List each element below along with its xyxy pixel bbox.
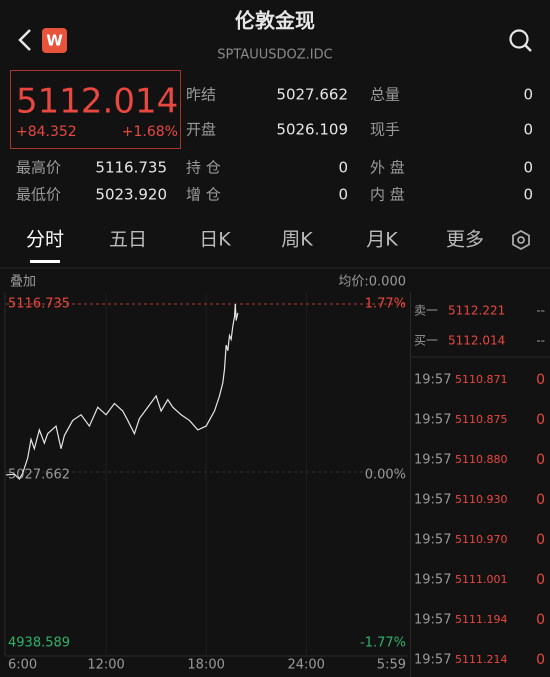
stat-value: 5026.109 — [276, 121, 348, 139]
avg-label: 均价:0.000 — [338, 275, 406, 290]
trade-volume: 0 — [536, 492, 545, 508]
settings-button[interactable] — [512, 229, 530, 251]
price-line — [5, 303, 239, 481]
stat-label: 昨结 — [186, 86, 216, 104]
x-tick-label: 6:00 — [8, 658, 37, 673]
x-tick-label: 18:00 — [187, 658, 224, 673]
quote-box — [10, 70, 181, 149]
y-tick-label: 5027.662 — [8, 468, 70, 483]
x-tick-label: 12:00 — [87, 658, 124, 673]
search-icon — [509, 29, 529, 49]
book-price: 5112.014 — [448, 334, 505, 348]
stat-value: 5116.735 — [95, 159, 167, 177]
trade-time: 19:57 — [414, 493, 451, 508]
app-icon — [42, 28, 67, 53]
stat-value: 0 — [338, 159, 348, 177]
trade-time: 19:57 — [414, 653, 451, 668]
trade-volume: 0 — [536, 452, 545, 468]
y2-tick-label: 0.00% — [365, 468, 406, 483]
trade-time: 19:57 — [414, 413, 451, 428]
trade-price: 5110.970 — [455, 533, 508, 546]
stat-label: 内 盘 — [370, 186, 405, 204]
tabs: 分时 五日 日K 周K 月K 更多 — [26, 229, 484, 263]
app-icon-text: W — [46, 32, 63, 50]
stat-value: 0 — [523, 121, 533, 139]
stat-value: 5023.920 — [95, 186, 167, 204]
trade-price: 5110.871 — [455, 373, 508, 386]
stat-value: 0 — [523, 159, 533, 177]
trade-time: 19:57 — [414, 533, 451, 548]
trade-volume: 0 — [536, 572, 545, 588]
trade-time: 19:57 — [414, 613, 451, 628]
stat-label: 总量 — [370, 86, 400, 104]
trade-volume: 0 — [536, 372, 545, 388]
stat-label: 增 仓 — [186, 186, 221, 204]
tab[interactable]: 分时 — [26, 229, 64, 251]
trade-price: 5110.875 — [455, 413, 508, 426]
book-label: 卖一 — [414, 304, 438, 318]
title: 伦敦金现 — [235, 9, 315, 33]
stats: 昨结 5027.662 总量 0 开盘 5026.109 现手 0 最高价 5116.735 持 仓… — [16, 86, 533, 204]
trade-time: 19:57 — [414, 573, 451, 588]
trade-time: 19:57 — [414, 373, 451, 388]
stat-label: 外 盘 — [370, 159, 405, 177]
tab[interactable]: 周K — [281, 229, 313, 251]
stat-value: 0 — [523, 186, 533, 204]
trade-volume: 0 — [536, 532, 545, 548]
book-price: 5112.221 — [448, 304, 505, 318]
tab[interactable]: 五日 — [109, 229, 147, 251]
tab[interactable]: 日K — [199, 229, 231, 251]
book-volume: -- — [536, 304, 545, 318]
trade-time: 19:57 — [414, 453, 451, 468]
search-button[interactable] — [509, 29, 532, 52]
x-tick-label: 5:59 — [377, 658, 406, 673]
stat-label: 最低价 — [16, 186, 61, 204]
y-tick-label: 4938.589 — [8, 636, 70, 651]
change: +84.352 — [16, 124, 77, 140]
trade-price: 5111.001 — [455, 573, 508, 586]
side-panel: 卖一 5112.221 -- 买一 5112.014 -- 19:57 5110.871 0 19… — [414, 304, 545, 669]
back-button[interactable] — [18, 29, 31, 51]
settings-icon — [517, 236, 525, 244]
stat-value: 0 — [523, 86, 533, 104]
trade-price: 5111.194 — [455, 613, 508, 626]
book-volume: -- — [536, 334, 545, 348]
subtitle: SPTAUUSDOZ.IDC — [217, 48, 332, 63]
stat-value: 0 — [338, 186, 348, 204]
stat-label: 开盘 — [186, 121, 216, 139]
y-tick-label: 5116.735 — [8, 297, 70, 312]
stat-label: 现手 — [370, 121, 400, 139]
change-pct: +1.68% — [122, 124, 178, 140]
tab[interactable]: 月K — [366, 229, 398, 251]
book-label: 买一 — [414, 334, 438, 348]
trade-price: 5110.880 — [455, 453, 508, 466]
trade-price: 5111.214 — [455, 653, 508, 666]
x-tick-label: 24:00 — [287, 658, 324, 673]
trade-volume: 0 — [536, 612, 545, 628]
settings-icon — [512, 229, 530, 251]
tab-underline — [30, 260, 60, 263]
chart: 6:00 12:00 18:00 24:00 5:59 4938.589 5027.662 5… — [4, 292, 408, 673]
search-icon — [524, 44, 532, 52]
y2-tick-label: -1.77% — [360, 636, 406, 651]
stat-label: 持 仓 — [186, 159, 221, 177]
stat-value: 5027.662 — [276, 86, 348, 104]
trade-volume: 0 — [536, 652, 545, 668]
price: 5112.014 — [16, 82, 178, 122]
tab[interactable]: 更多 — [446, 229, 484, 251]
y2-tick-label: 1.77% — [365, 297, 406, 312]
overlay-label[interactable]: 叠加 — [10, 275, 36, 290]
trade-volume: 0 — [536, 412, 545, 428]
trade-price: 5110.930 — [455, 493, 508, 506]
stat-label: 最高价 — [16, 159, 61, 177]
